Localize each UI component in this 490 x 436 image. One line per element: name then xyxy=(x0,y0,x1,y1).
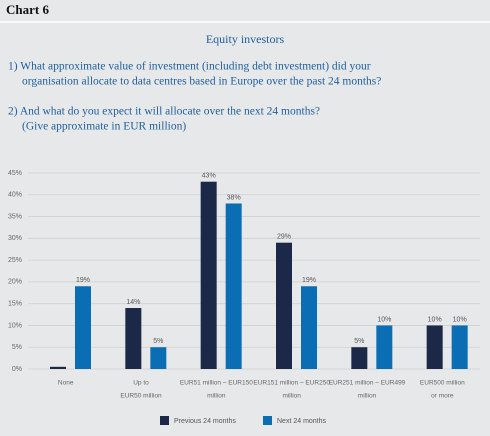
x-tick-label: million xyxy=(358,393,377,400)
question: 1) What approximate value of investment … xyxy=(8,61,371,73)
x-tick-label: million xyxy=(282,393,301,400)
y-tick-label: 0% xyxy=(12,366,22,373)
x-tick-label: None xyxy=(58,380,74,387)
header: Chart 6 xyxy=(6,2,49,17)
bar xyxy=(150,347,167,369)
value-label: 38% xyxy=(227,194,241,201)
question: organisation allocate to data centres ba… xyxy=(22,76,381,88)
y-tick-label: 35% xyxy=(8,213,22,220)
y-tick-label: 5% xyxy=(12,344,22,351)
chart-title: Equity investors xyxy=(206,32,285,46)
bar xyxy=(301,286,317,369)
value-label: 19% xyxy=(302,277,316,284)
bar xyxy=(426,325,443,369)
y-tick-label: 25% xyxy=(8,257,22,264)
x-tick-label: EUR251 million – EUR499 xyxy=(329,380,406,387)
question: (Give approximate in EUR million) xyxy=(22,121,186,133)
question: 2) And what do you expect it will alloca… xyxy=(8,106,320,118)
legend-label: Next 24 months xyxy=(277,418,327,425)
x-tick-label: EUR151 million – EUR250 xyxy=(253,380,330,387)
legend-label: Previous 24 months xyxy=(174,418,236,425)
x-tick-label: Up to xyxy=(133,380,149,387)
legend-swatch xyxy=(160,416,169,425)
y-tick-label: 45% xyxy=(8,170,22,177)
legend-swatch xyxy=(263,416,272,425)
bar xyxy=(50,366,66,369)
bar xyxy=(276,242,292,369)
bar xyxy=(376,325,393,369)
bar xyxy=(200,181,217,369)
value-label: 14% xyxy=(126,299,140,306)
value-label: 5% xyxy=(153,338,163,345)
x-tick-label: or more xyxy=(431,393,454,400)
value-label: 10% xyxy=(377,316,391,323)
bar xyxy=(225,203,242,369)
y-tick-label: 40% xyxy=(8,192,22,199)
x-tick-label: EUR50 million xyxy=(120,393,162,400)
bar xyxy=(451,325,468,369)
bar xyxy=(75,286,91,369)
bar xyxy=(351,347,368,369)
value-label: 19% xyxy=(76,277,90,284)
bar xyxy=(125,308,142,369)
value-label: 10% xyxy=(453,316,467,323)
y-tick-label: 15% xyxy=(8,301,22,308)
x-tick-label: EUR500 million xyxy=(420,380,465,387)
value-label: 43% xyxy=(202,173,216,180)
value-label: 10% xyxy=(428,316,442,323)
y-tick-label: 20% xyxy=(8,279,22,286)
value-label: 5% xyxy=(354,338,364,345)
x-tick-label: EUR51 million – EUR150 xyxy=(180,380,253,387)
y-tick-label: 10% xyxy=(8,322,22,329)
x-tick-label: million xyxy=(207,393,226,400)
value-label: 29% xyxy=(277,234,291,241)
y-tick-label: 30% xyxy=(8,235,22,242)
